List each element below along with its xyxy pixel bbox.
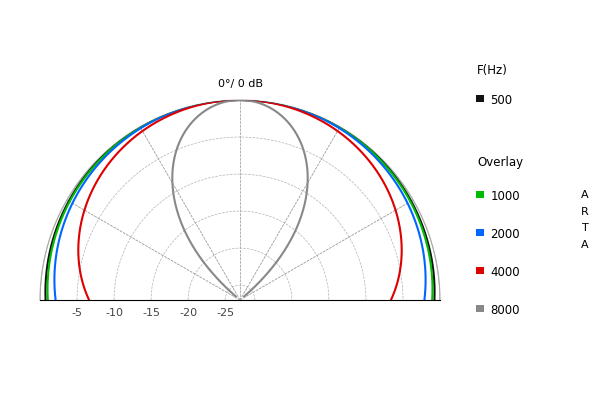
Text: 0°/ 0 dB: 0°/ 0 dB	[218, 79, 263, 89]
Text: 8000: 8000	[490, 304, 520, 316]
Text: 2000: 2000	[490, 228, 520, 240]
Text: F(Hz): F(Hz)	[477, 64, 508, 77]
Text: 500: 500	[490, 94, 512, 106]
Text: A
R
T
A: A R T A	[581, 190, 589, 250]
Text: 1000: 1000	[490, 190, 520, 202]
Text: 4000: 4000	[490, 266, 520, 278]
Text: Overlay: Overlay	[477, 156, 523, 169]
